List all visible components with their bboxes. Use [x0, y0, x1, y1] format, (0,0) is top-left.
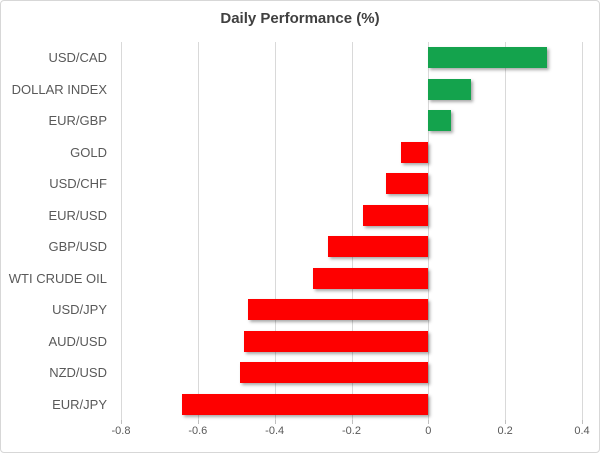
category-label-gold: GOLD	[70, 144, 107, 160]
x-tick-label--0.2: -0.2	[342, 425, 361, 437]
plot-area	[121, 42, 583, 424]
category-label-usd-jpy: USD/JPY	[52, 302, 107, 318]
x-tick-label--0.4: -0.4	[265, 425, 285, 437]
gridline-0.2	[505, 42, 507, 420]
category-label-eur-usd: EUR/USD	[48, 207, 107, 223]
axis-tick--0.2	[351, 420, 353, 424]
bar-eur-gbp	[428, 110, 452, 132]
category-label-usd-cad: USD/CAD	[48, 50, 107, 66]
bar-eur-usd	[363, 204, 429, 226]
x-tick-label--0.6: -0.6	[188, 425, 208, 437]
category-axis-labels: USD/CAD DOLLAR INDEX EUR/GBP GOLD USD/CHF EUR…	[1, 42, 107, 420]
axis-tick-0.4	[582, 420, 583, 424]
category-label-gbp-usd: GBP/USD	[48, 239, 107, 255]
category-label-usd-chf: USD/CHF	[49, 176, 107, 192]
bar-dollar-index	[428, 78, 471, 100]
category-label-eur-gbp: EUR/GBP	[48, 113, 107, 129]
gridline-0	[428, 42, 430, 420]
x-tick-label-0.4: 0.4	[574, 425, 590, 437]
axis-tick-0.2	[505, 420, 507, 424]
bar-eur-jpy	[182, 393, 429, 415]
gridline--0.4	[274, 42, 276, 420]
bar-usd-jpy	[247, 299, 429, 321]
chart-title: Daily Performance (%)	[220, 10, 380, 27]
x-tick-label-0.2: 0.2	[497, 425, 513, 437]
category-label-nzd-usd: NZD/USD	[49, 365, 107, 381]
bar-usd-cad	[428, 47, 548, 69]
bar-nzd-usd	[240, 362, 429, 384]
category-label-eur-jpy: EUR/JPY	[52, 396, 107, 412]
bar-wti-crude-oil	[313, 267, 429, 289]
axis-tick-0	[428, 420, 430, 424]
gridline--0.2	[351, 42, 353, 420]
x-tick-label--0.8: -0.8	[111, 425, 131, 437]
bar-gold	[401, 141, 429, 163]
axis-tick--0.4	[274, 420, 276, 424]
axis-tick--0.6	[197, 420, 199, 424]
gridline--0.8	[121, 42, 122, 420]
axis-tick--0.8	[121, 420, 122, 424]
bar-usd-chf	[386, 173, 429, 195]
bar-aud-usd	[243, 330, 429, 352]
gridline--0.6	[197, 42, 199, 420]
category-label-dollar-index: DOLLAR INDEX	[11, 81, 107, 97]
category-label-aud-usd: AUD/USD	[48, 333, 107, 349]
x-tick-label-0: 0	[425, 425, 432, 437]
value-axis-labels: -0.8 -0.6 -0.4 -0.2 0 0.2 0.4	[112, 425, 590, 443]
gridline-0.4	[582, 42, 583, 420]
bar-gbp-usd	[328, 236, 429, 258]
category-label-wti-crude-oil: WTI CRUDE OIL	[8, 270, 107, 286]
